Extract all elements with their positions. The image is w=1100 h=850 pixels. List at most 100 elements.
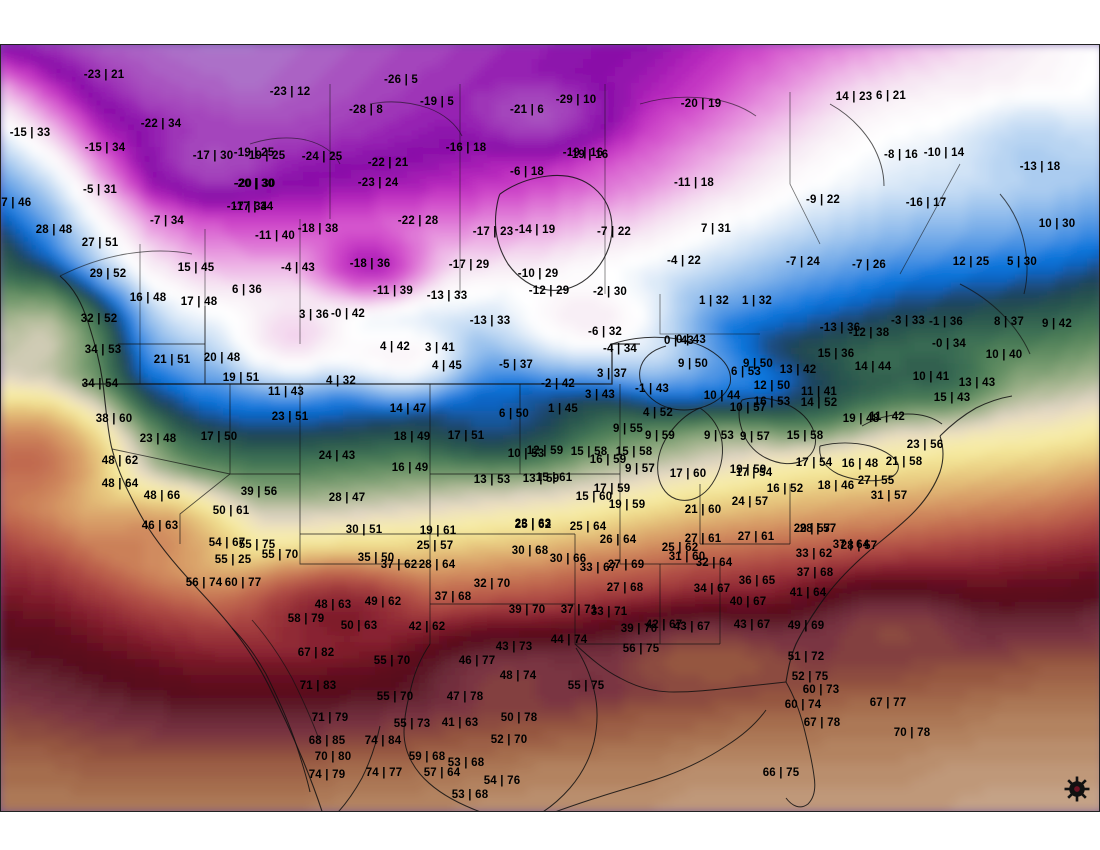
point-value-label: 25 | 62 [661,542,699,554]
border-path [251,619,321,743]
point-value-label: 13 | 43 [958,377,996,389]
point-value-label: 32 | 70 [473,578,511,590]
point-value-label: 6 | 53 [731,366,761,378]
point-value-label: 0 | 43 [676,334,706,346]
point-value-label: 25 | 64 [569,521,607,533]
border-path [553,709,767,812]
point-value-label: 3 | 37 [597,368,627,380]
point-value-label: 24 | 57 [731,496,769,508]
point-value-label: -11 | 18 [674,177,714,189]
border-path [403,643,482,812]
border-path [861,413,943,427]
point-value-label: 30 | 66 [549,553,587,565]
point-value-label: -21 | 6 [509,104,545,116]
point-value-label: 46 | 63 [141,520,179,532]
point-value-label: 34 | 67 [693,583,731,595]
point-value-label: -17 | 34 [226,201,268,213]
point-value-label: -11 | 40 [255,230,295,242]
point-value-label: 37 | 68 [796,567,834,579]
point-value-label: 27 | 68 [606,582,644,594]
point-value-label: 53 | 68 [447,757,485,769]
map-viewport[interactable]: -15 | 33 -23 | 21 -22 | 34 -15 | 34 -17 | 30… [0,44,1100,812]
point-value-label: 15 | 36 [817,348,855,360]
point-value-label: 1 | 45 [548,403,578,415]
point-value-label: 18 | 49 [393,431,431,443]
point-value-label: -10 | 14 [923,147,965,159]
point-value-label: -15 | 34 [84,142,126,154]
point-value-label: -13 | 33 [426,290,468,302]
point-value-label: -11 | 39 [373,285,413,297]
point-value-label: 42 | 62 [408,621,446,633]
point-value-label: 17 | 60 [669,468,707,480]
point-value-label: 12 | 25 [952,256,990,268]
point-value-label: 33 | 67 [579,562,617,574]
point-value-label: 6 | 36 [232,284,262,296]
point-value-label: 14 | 23 [835,91,873,103]
point-value-label: 16 | 53 [753,396,791,408]
point-value-label: 28 | 57 [799,523,837,535]
temperature-field [0,44,1100,812]
border-path [369,101,463,137]
point-value-label: -18 | 36 [349,258,391,270]
point-value-label: 55 | 73 [393,718,431,730]
point-value-label: 13 | 42 [779,364,817,376]
point-value-label: 9 | 50 [743,358,773,370]
point-value-label: 27 | 46 [0,197,32,209]
point-value-label: -22 | 34 [140,118,182,130]
point-value-label: 39 | 70 [508,604,546,616]
point-value-label: -20 | 30 [233,178,275,190]
point-value-label: 41 | 63 [441,717,479,729]
point-value-label: 28 | 57 [840,540,878,552]
point-value-label: 15 | 58 [786,430,824,442]
colorbar-legend [0,812,1100,850]
point-value-label: -8 | 16 [883,149,919,161]
point-value-label: -6 | 32 [587,326,623,338]
point-value-label: 67 | 82 [297,647,335,659]
point-value-label: 10 | 30 [1038,218,1076,230]
border-path [829,103,885,187]
point-value-label: 27 | 61 [737,531,775,543]
point-value-label: 43 | 67 [733,619,771,631]
point-value-label: 52 | 70 [490,734,528,746]
point-value-label: 57 | 64 [423,767,461,779]
point-value-label: 23 | 51 [271,411,309,423]
border-path [785,681,816,808]
point-value-label: -6 | 18 [509,166,545,178]
point-value-label: 1 | 32 [742,295,772,307]
point-value-label: 29 | 52 [89,268,127,280]
point-value-label: 38 | 60 [95,413,133,425]
point-value-label: -16 | 18 [445,142,487,154]
point-value-label: -20 | 19 [680,98,722,110]
point-value-label: -22 | 21 [367,157,409,169]
border-path [299,474,430,565]
point-value-label: 15 | 61 [535,472,573,484]
point-value-label: -13 | 18 [1019,161,1061,173]
point-value-label: -0 | 42 [330,308,366,320]
point-value-label: 50 | 61 [212,505,250,517]
point-value-label: 19 | 61 [419,525,457,537]
point-value-label: 74 | 77 [365,767,403,779]
geographic-borders [59,84,1031,812]
point-value-label: 12 | 50 [753,380,791,392]
border-path [611,336,731,411]
point-value-label: 47 | 78 [446,691,484,703]
colorbar-gradient[interactable] [12,831,1088,846]
border-path [111,448,231,475]
point-value-label: -2 | 42 [540,378,576,390]
point-value-label: -7 | 22 [596,226,632,238]
point-value-label: 34 | 53 [84,344,122,356]
point-value-label: 54 | 67 [208,537,246,549]
point-value-label: 10 | 40 [985,349,1023,361]
point-value-label: 23 | 48 [139,433,177,445]
point-value-label: 46 | 77 [458,655,496,667]
point-value-label: 48 | 66 [143,490,181,502]
point-value-label: 19 | 51 [222,372,260,384]
point-value-label: 43 | 67 [673,621,711,633]
border-path [494,174,613,291]
point-value-label: 30 | 51 [345,524,383,536]
point-value-label: -13 | 33 [469,315,511,327]
point-value-label: 3 | 36 [299,309,329,321]
point-value-label: 55 | 75 [567,680,605,692]
point-value-label: 29 | 57 [793,523,831,535]
border-path [59,250,193,277]
